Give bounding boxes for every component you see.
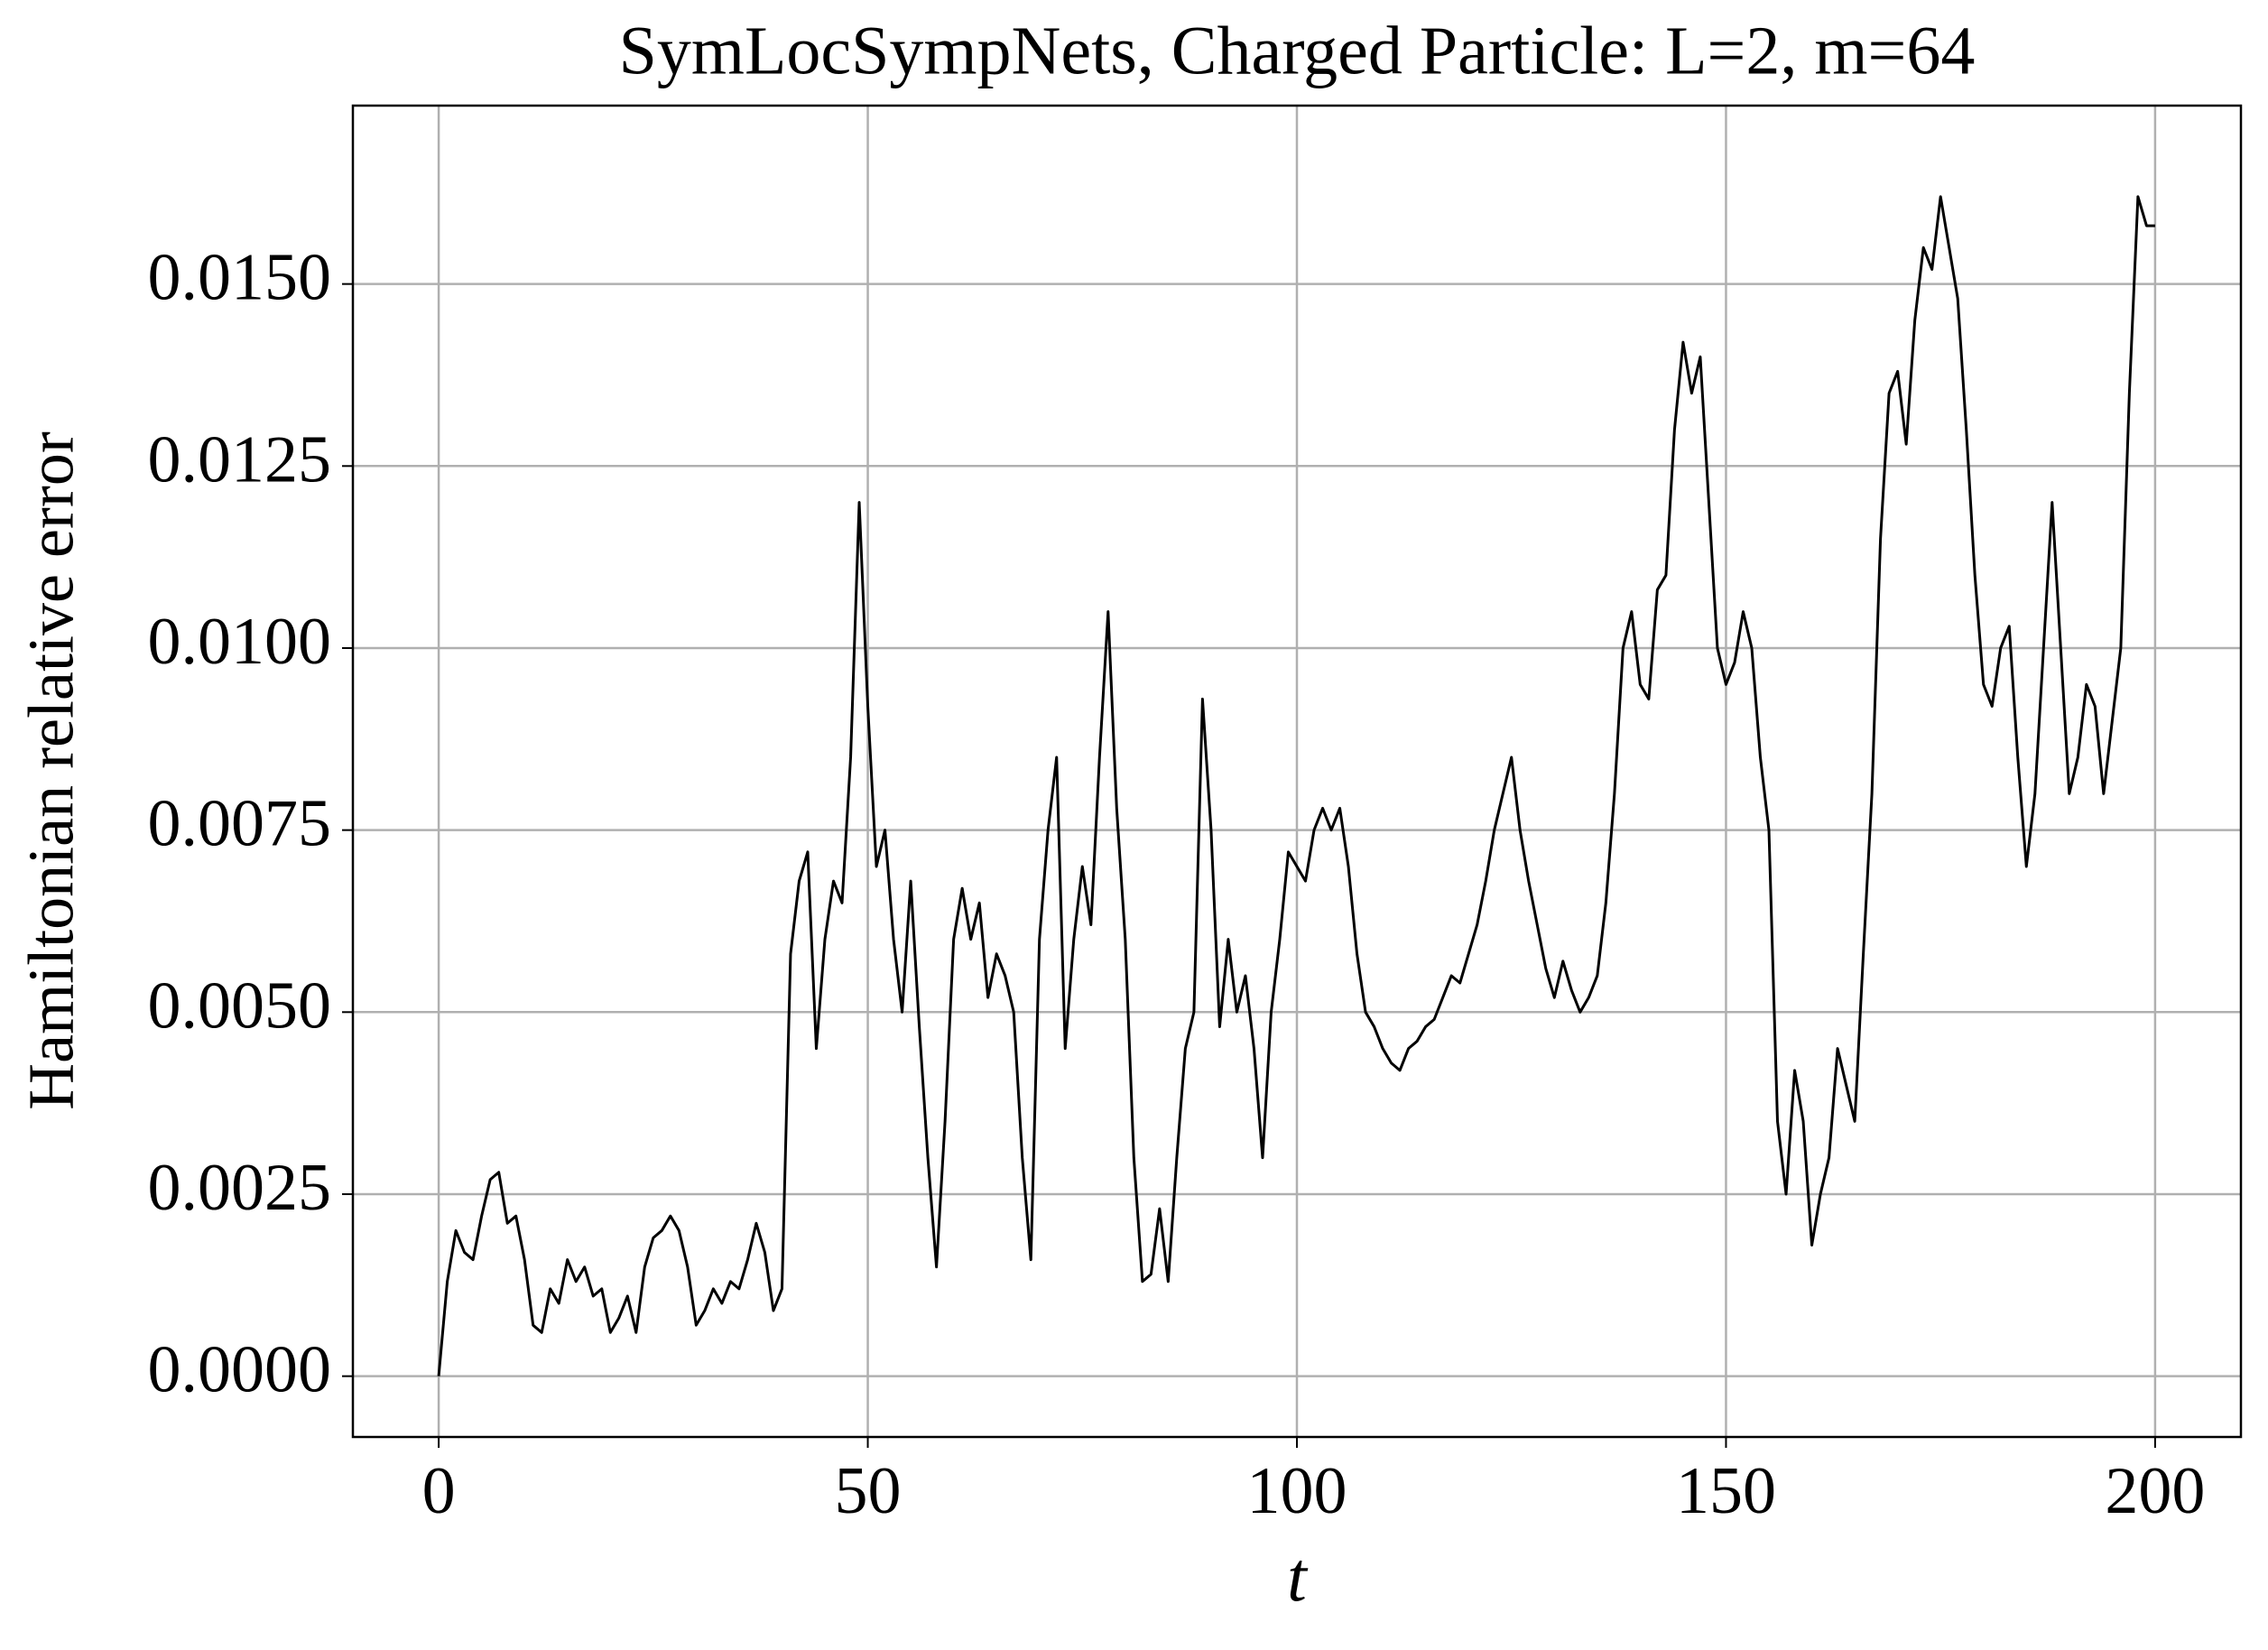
- y-tick-label: 0.0150: [148, 241, 332, 315]
- x-tick-label: 200: [2105, 1454, 2205, 1528]
- plot-frame: [351, 104, 2243, 1439]
- x-tick-label: 100: [1247, 1454, 1347, 1528]
- x-tick-label: 50: [835, 1454, 902, 1528]
- y-tick-label: 0.0100: [148, 605, 332, 679]
- y-tick-label: 0.0025: [148, 1151, 332, 1225]
- chart-title: SymLocSympNets, Charged Particle: L=2, m…: [619, 13, 1976, 88]
- x-axis-label: t: [1287, 1537, 1309, 1616]
- y-axis-label: Hamiltonian relative error: [15, 431, 88, 1110]
- x-tick-label: 150: [1676, 1454, 1776, 1528]
- data-line: [437, 195, 2155, 1377]
- y-tick-label: 0.0075: [148, 787, 332, 861]
- y-tick-label: 0.0125: [148, 422, 332, 496]
- x-tick-label: 0: [422, 1454, 456, 1528]
- y-tick-label: 0.0050: [148, 969, 332, 1043]
- y-tick-label: 0.0000: [148, 1333, 332, 1407]
